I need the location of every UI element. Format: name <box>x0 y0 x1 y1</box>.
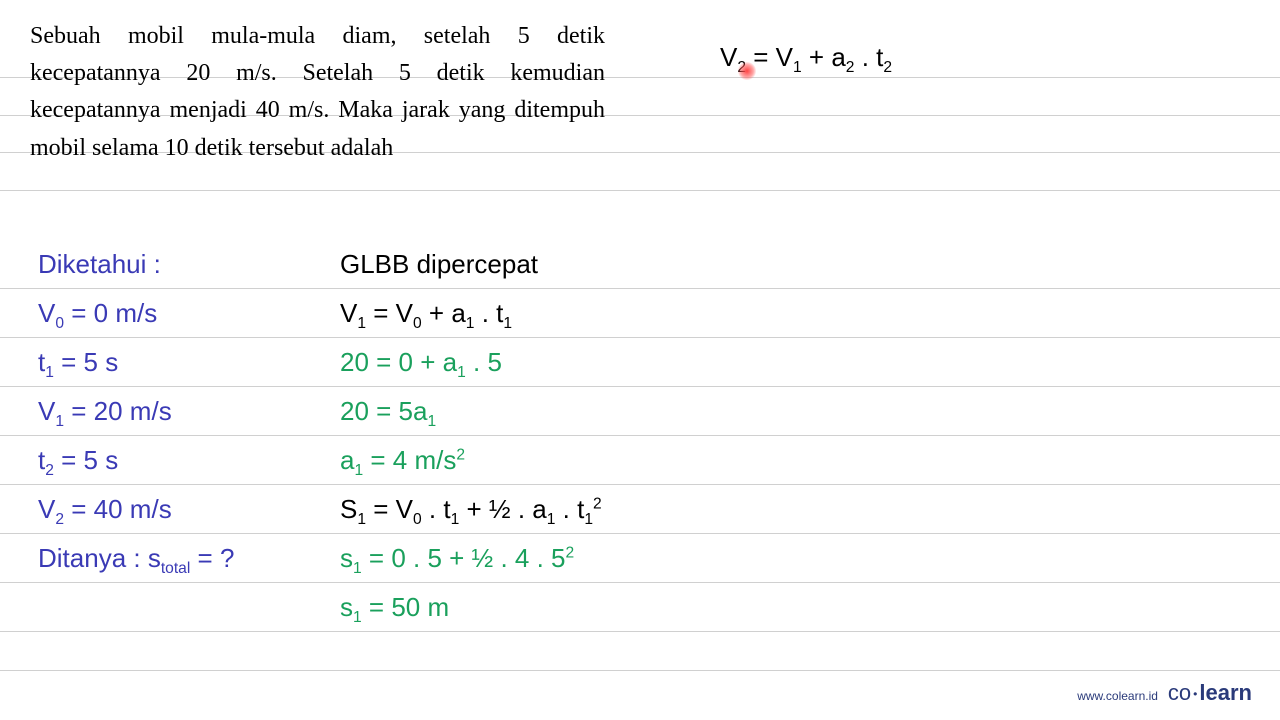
work-column: GLBB dipercepat V1 = V0 + a1 . t120 = 0 … <box>340 240 602 632</box>
work-row: 20 = 0 + a1 . 5 <box>340 338 602 387</box>
work-row: a1 = 4 m/s2 <box>340 436 602 485</box>
given-row: V2 = 40 m/s <box>38 485 234 534</box>
given-column: Diketahui : V0 = 0 m/st1 = 5 sV1 = 20 m/… <box>38 240 234 583</box>
highlight-marker <box>738 62 756 80</box>
work-row: V1 = V0 + a1 . t1 <box>340 289 602 338</box>
given-row: Ditanya : stotal = ? <box>38 534 234 583</box>
footer-url: www.colearn.id <box>1077 689 1158 703</box>
given-title: Diketahui : <box>38 240 234 289</box>
logo-part-co: co <box>1168 680 1191 705</box>
footer-logo: co•learn <box>1168 680 1252 706</box>
work-row: S1 = V0 . t1 + ½ . a1 . t12 <box>340 485 602 534</box>
rule-line <box>0 670 1280 671</box>
problem-statement: Sebuah mobil mula-mula diam, setelah 5 d… <box>30 18 605 167</box>
work-row: s1 = 50 m <box>340 583 602 632</box>
given-row: V0 = 0 m/s <box>38 289 234 338</box>
work-title: GLBB dipercepat <box>340 240 602 289</box>
logo-part-learn: learn <box>1199 680 1252 705</box>
rule-line <box>0 190 1280 191</box>
given-row: V1 = 20 m/s <box>38 387 234 436</box>
given-row: t2 = 5 s <box>38 436 234 485</box>
work-row: 20 = 5a1 <box>340 387 602 436</box>
work-row: s1 = 0 . 5 + ½ . 4 . 52 <box>340 534 602 583</box>
footer: www.colearn.id co•learn <box>1077 680 1252 706</box>
given-row: t1 = 5 s <box>38 338 234 387</box>
rule-line <box>0 631 1280 632</box>
